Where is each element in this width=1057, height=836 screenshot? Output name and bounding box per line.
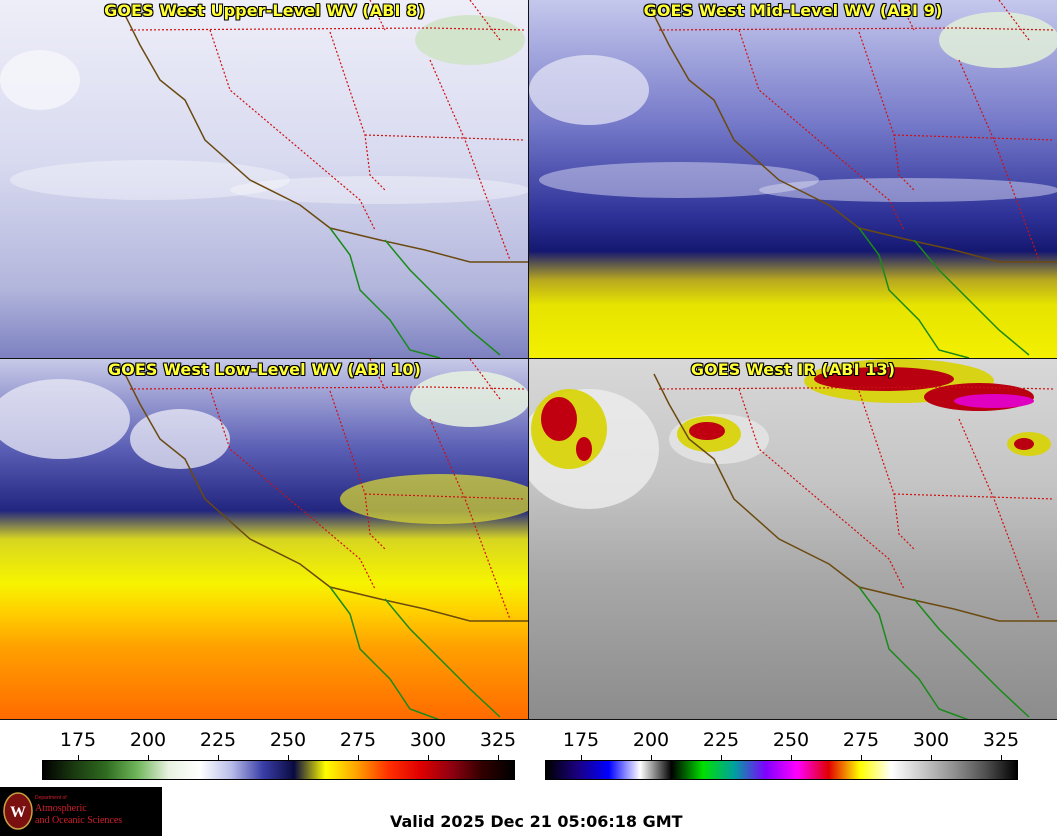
wv-tick-label: 325	[479, 729, 517, 751]
logo-line-1: Atmospheric	[35, 803, 87, 814]
ir-tick	[721, 755, 722, 761]
wv-tick	[498, 755, 499, 761]
panel-upper-level-wv: GOES West Upper-Level WV (ABI 8)	[0, 0, 529, 359]
valid-time: Valid 2025 Dec 21 05:06:18 GMT	[390, 812, 683, 831]
panel-title: GOES West IR (ABI 13)	[690, 360, 896, 379]
panel-low-level-wv: GOES West Low-Level WV (ABI 10)	[0, 359, 529, 720]
wv-tick-label: 175	[59, 729, 97, 751]
ir-tick	[581, 755, 582, 761]
ir-tick-label: 225	[702, 729, 740, 751]
ir-imagery	[529, 359, 1057, 720]
panel-mid-level-wv: GOES West Mid-Level WV (ABI 9)	[529, 0, 1057, 359]
wv-tick	[358, 755, 359, 761]
ir-tick-label: 200	[632, 729, 670, 751]
ir-tick	[931, 755, 932, 761]
panel-ir: GOES West IR (ABI 13)	[529, 359, 1057, 720]
wv-tick-label: 225	[199, 729, 237, 751]
low-level-wv-imagery	[0, 359, 529, 720]
wv-tick	[288, 755, 289, 761]
panel-divider-vertical	[528, 0, 529, 720]
logo-line-2: and Oceanic Sciences	[35, 815, 123, 826]
panel-divider-horizontal	[0, 358, 1057, 359]
upper-level-wv-imagery	[0, 0, 529, 359]
panel-title: GOES West Mid-Level WV (ABI 9)	[643, 1, 943, 20]
panel-title: GOES West Low-Level WV (ABI 10)	[107, 360, 422, 379]
panel-title: GOES West Upper-Level WV (ABI 8)	[104, 1, 425, 20]
ir-tick	[791, 755, 792, 761]
wv-tick	[428, 755, 429, 761]
ir-tick-label: 325	[982, 729, 1020, 751]
wv-tick	[218, 755, 219, 761]
wv-color-scale	[42, 760, 515, 780]
wv-tick-label: 300	[409, 729, 447, 751]
ir-tick-label: 250	[772, 729, 810, 751]
wv-tick	[78, 755, 79, 761]
ir-color-scale	[545, 760, 1018, 780]
logo-dept: Department of	[35, 795, 67, 801]
wv-tick-label: 275	[339, 729, 377, 751]
ir-tick-label: 275	[842, 729, 880, 751]
wv-tick-label: 200	[129, 729, 167, 751]
uw-seal-icon: W	[3, 792, 33, 830]
mid-level-wv-imagery	[529, 0, 1057, 359]
ir-tick-label: 175	[562, 729, 600, 751]
panel-bottom-border	[0, 719, 1057, 720]
ir-tick	[861, 755, 862, 761]
wv-tick-label: 250	[269, 729, 307, 751]
ir-tick	[1001, 755, 1002, 761]
wv-tick	[148, 755, 149, 761]
ir-tick	[651, 755, 652, 761]
seal-letter: W	[10, 804, 26, 821]
aos-logo: W Department of Atmospheric and Oceanic …	[0, 787, 162, 836]
ir-tick-label: 300	[912, 729, 950, 751]
